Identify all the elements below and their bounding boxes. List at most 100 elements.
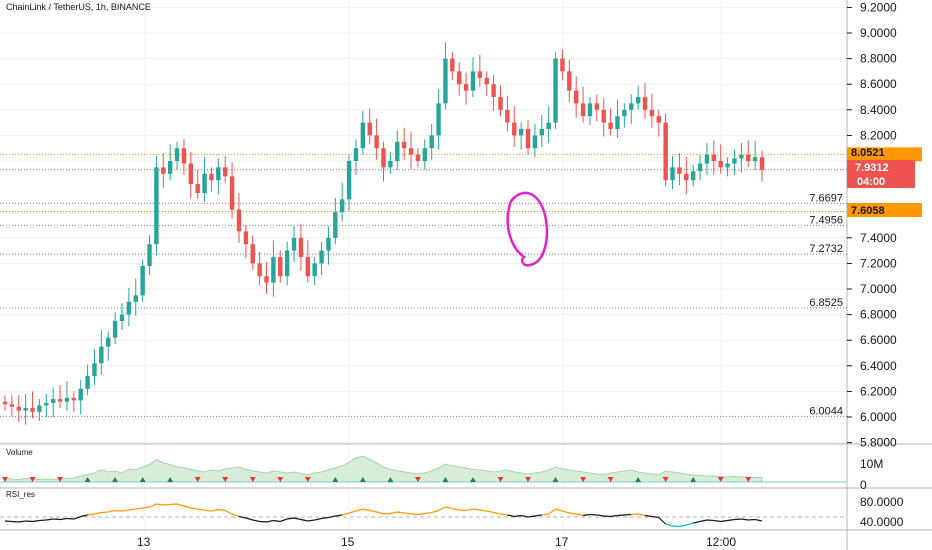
rsi-segment — [720, 519, 728, 523]
candle-body — [195, 184, 200, 193]
candle-body — [677, 167, 682, 174]
candle-body — [78, 388, 83, 401]
rsi-segment — [53, 518, 61, 521]
candle-body — [436, 103, 441, 136]
rsi-segment — [25, 520, 33, 523]
rsi-segment — [369, 509, 377, 513]
volume-up-marker — [690, 477, 697, 482]
candle-body — [388, 161, 393, 168]
rsi-segment — [142, 506, 150, 509]
candle-body — [346, 161, 352, 200]
candle-body — [711, 154, 717, 161]
rsi-segment — [617, 514, 625, 517]
rsi-segment — [342, 512, 350, 516]
rsi-series — [4, 503, 763, 528]
rsi-segment — [170, 503, 178, 506]
rsi-segment — [465, 508, 474, 512]
rsi-segment — [727, 518, 735, 522]
rsi-segment — [679, 524, 687, 528]
rsi-segment — [287, 517, 295, 520]
rsi-segment — [108, 509, 116, 513]
time-label-17: 17 — [555, 535, 569, 549]
rsi-segment — [658, 517, 667, 525]
volume-up-marker — [387, 477, 394, 482]
candle-body — [642, 97, 648, 110]
candle-body — [112, 321, 118, 338]
rsi-segment — [521, 514, 529, 518]
volume-down-marker — [29, 477, 36, 482]
candle-body — [381, 148, 386, 168]
rsi-segment — [224, 509, 233, 515]
rsi-segment — [651, 515, 659, 519]
candle-body — [37, 405, 42, 412]
candle-body — [443, 58, 448, 104]
candle-body — [360, 122, 366, 149]
rsi-segment — [582, 513, 591, 517]
rsi-segment — [665, 523, 673, 527]
candle-body — [587, 103, 593, 117]
rsi-segment — [115, 509, 123, 512]
volume-up-marker — [552, 477, 559, 482]
horizontal-gridlines — [0, 6, 847, 444]
candle-body — [154, 167, 159, 245]
candle-body — [484, 77, 489, 85]
badge-countdown: 04:00 — [847, 174, 915, 188]
chart-title: ChainLink / TetherUS, 1h, BINANCE — [6, 2, 151, 12]
candle-body — [119, 314, 125, 321]
candle-body — [512, 122, 517, 136]
time-axis: 13 15 17 12:00 — [137, 535, 736, 549]
candle-body — [353, 148, 359, 161]
candle-body — [759, 157, 765, 170]
rsi-segment — [314, 517, 322, 521]
candle-body — [608, 122, 613, 129]
time-label-1200: 12:00 — [706, 535, 736, 549]
candle-body — [649, 109, 655, 117]
candle-body — [629, 103, 634, 110]
rsi-segment — [693, 520, 701, 524]
volume-down-marker — [2, 477, 8, 482]
rsi-segment — [376, 511, 384, 515]
volume-down-marker — [497, 477, 504, 482]
rsi-segment — [417, 512, 425, 516]
volume-down-marker — [304, 477, 311, 482]
rsi-segment — [59, 517, 68, 521]
hand-drawn-annotation — [506, 191, 549, 267]
rsi-segment — [66, 517, 74, 520]
volume-series — [0, 455, 847, 483]
candle-body — [408, 148, 414, 155]
svg-text:7.6058: 7.6058 — [851, 205, 885, 217]
candle-body — [601, 109, 606, 123]
rsi-segment — [273, 519, 281, 523]
candle-body — [106, 337, 111, 347]
rsi-segment — [741, 518, 749, 521]
candle-body — [525, 129, 531, 149]
rsi-segment — [562, 510, 570, 514]
price-tick-label: 9.2000 — [860, 0, 897, 14]
rsi-segment — [603, 515, 611, 518]
candle-body — [126, 301, 132, 315]
candle-body — [167, 161, 173, 174]
rsi-segment — [4, 520, 12, 523]
candle-body — [739, 154, 744, 159]
candle-body — [99, 346, 104, 364]
level-label: 6.0044 — [809, 405, 843, 417]
candle-body — [690, 171, 696, 181]
price-tick-label: 8.6000 — [860, 77, 897, 91]
rsi-segment — [527, 515, 535, 518]
candle-body — [161, 167, 166, 174]
badge-current-price: 7.9312 — [847, 160, 915, 174]
price-tick-label: 7.2000 — [860, 256, 897, 270]
rsi-segment — [39, 519, 47, 522]
time-label-15: 15 — [341, 535, 355, 549]
rsi-segment — [500, 513, 508, 516]
candle-body — [298, 237, 304, 257]
candle-body — [491, 84, 496, 97]
time-label-13: 13 — [137, 535, 151, 549]
candle-body — [326, 237, 331, 251]
rsi-segment — [293, 517, 302, 521]
price-tick-label: 6.8000 — [860, 308, 897, 322]
candle-body — [573, 90, 579, 104]
candle-body — [188, 163, 194, 185]
candle-body — [422, 148, 427, 161]
